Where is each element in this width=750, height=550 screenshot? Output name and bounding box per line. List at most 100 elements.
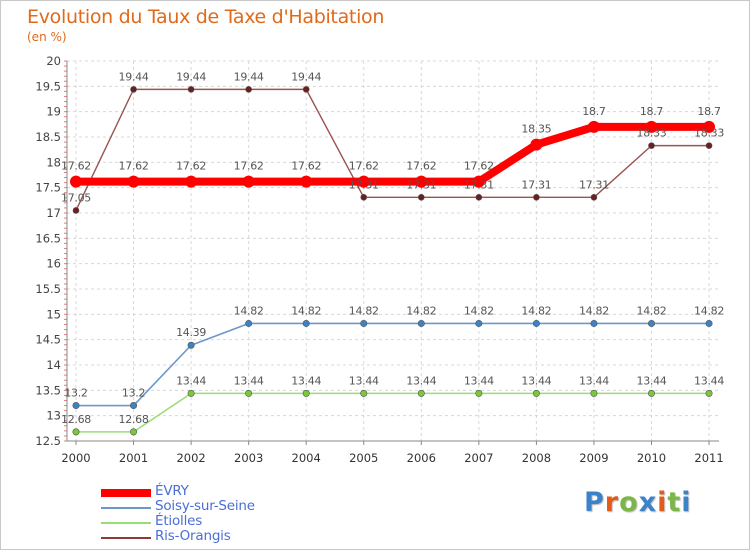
data-point <box>360 193 368 201</box>
data-point <box>417 193 425 201</box>
data-point <box>360 389 368 397</box>
legend-label: Étiolles <box>155 513 203 529</box>
data-point <box>127 175 140 188</box>
y-tick-label: 17.5 <box>35 181 61 195</box>
data-label: 14.82 <box>349 304 379 317</box>
data-label: 18.7 <box>697 105 721 118</box>
x-tick-label: 2003 <box>234 451 263 465</box>
data-point <box>300 175 313 188</box>
data-label: 17.31 <box>464 178 494 191</box>
data-label: 18.7 <box>640 105 664 118</box>
data-point <box>415 175 428 188</box>
x-tick-label: 2001 <box>119 451 148 465</box>
x-tick-label: 2004 <box>292 451 321 465</box>
data-point <box>417 319 425 327</box>
legend-label: Soisy-sur-Seine <box>155 498 255 514</box>
data-point <box>587 120 600 133</box>
data-label: 18.33 <box>694 127 724 140</box>
data-point <box>703 120 716 133</box>
data-point <box>590 319 598 327</box>
data-label: 14.82 <box>579 304 609 317</box>
data-label: 14.82 <box>406 304 436 317</box>
data-label: 17.62 <box>61 160 91 173</box>
brand-letter: i <box>681 487 692 518</box>
data-point <box>245 389 253 397</box>
y-tick-label: 20 <box>46 54 61 68</box>
y-tick-label: 15.5 <box>35 282 61 296</box>
data-point <box>475 389 483 397</box>
brand-letter: r <box>604 487 620 518</box>
data-point <box>187 341 195 349</box>
data-label: 14.82 <box>464 304 494 317</box>
data-label: 14.82 <box>694 304 724 317</box>
data-label: 13.44 <box>406 374 436 387</box>
data-label: 18.35 <box>521 123 551 136</box>
data-label: 13.44 <box>176 374 206 387</box>
chart-unit: (en %) <box>27 30 67 44</box>
legend-label: ÉVRY <box>155 483 189 499</box>
data-label: 14.82 <box>234 304 264 317</box>
data-label: 13.44 <box>464 374 494 387</box>
y-tick-label: 13 <box>46 409 61 423</box>
data-label: 17.31 <box>579 178 609 191</box>
data-label: 14.82 <box>291 304 321 317</box>
data-label: 17.31 <box>406 178 436 191</box>
data-point <box>70 175 82 188</box>
data-point <box>302 389 310 397</box>
y-tick-label: 13.5 <box>35 383 61 397</box>
data-point <box>360 319 368 327</box>
data-label: 13.44 <box>234 374 264 387</box>
data-point <box>590 389 598 397</box>
data-point <box>245 319 253 327</box>
data-point <box>130 402 138 410</box>
chart-title: Evolution du Taux de Taxe d'Habitation <box>27 6 385 28</box>
data-point <box>645 120 658 133</box>
data-label: 14.39 <box>176 326 206 339</box>
data-label: 13.44 <box>694 374 724 387</box>
data-point <box>130 428 138 436</box>
data-label: 19.44 <box>291 70 321 83</box>
data-label: 13.44 <box>291 374 321 387</box>
series-line-tiolles <box>75 392 710 433</box>
data-point <box>533 193 540 201</box>
data-label: 17.62 <box>406 160 436 173</box>
x-tick-label: 2007 <box>464 451 493 465</box>
x-tick-label: 2010 <box>637 451 666 465</box>
x-tick-label: 2008 <box>522 451 551 465</box>
y-tick-label: 19 <box>46 105 61 119</box>
data-label: 17.62 <box>291 160 321 173</box>
x-tick-label: 2000 <box>61 451 90 465</box>
data-point <box>302 86 310 93</box>
y-tick-label: 17 <box>46 206 61 220</box>
data-point <box>130 86 137 93</box>
y-tick-label: 14.5 <box>35 333 61 347</box>
data-point <box>245 86 252 93</box>
legend-label: Ris-Orangis <box>155 528 231 544</box>
data-point <box>532 389 540 397</box>
x-tick-label: 2006 <box>407 451 436 465</box>
data-point <box>705 389 713 397</box>
data-label: 19.44 <box>234 70 264 83</box>
data-label: 13.2 <box>122 387 145 400</box>
data-point <box>648 142 655 149</box>
y-tick-label: 16 <box>46 257 61 271</box>
data-point <box>475 193 483 201</box>
brand-letter: o <box>619 487 639 518</box>
data-point <box>532 319 540 327</box>
data-label: 17.62 <box>176 160 206 173</box>
data-label: 12.68 <box>119 413 149 426</box>
data-point <box>417 389 425 397</box>
data-point <box>647 319 655 327</box>
data-label: 17.31 <box>349 178 379 191</box>
data-point <box>472 175 485 188</box>
data-point <box>187 86 195 93</box>
data-label: 12.68 <box>61 413 91 426</box>
data-point <box>705 319 713 327</box>
brand-letter: t <box>667 487 682 518</box>
x-tick-label: 2009 <box>579 451 608 465</box>
series-line-risorangis <box>75 88 710 212</box>
legend-swatch <box>101 537 151 539</box>
brand-letter: x <box>638 487 658 518</box>
data-label: 17.62 <box>349 160 379 173</box>
data-point <box>530 138 543 151</box>
